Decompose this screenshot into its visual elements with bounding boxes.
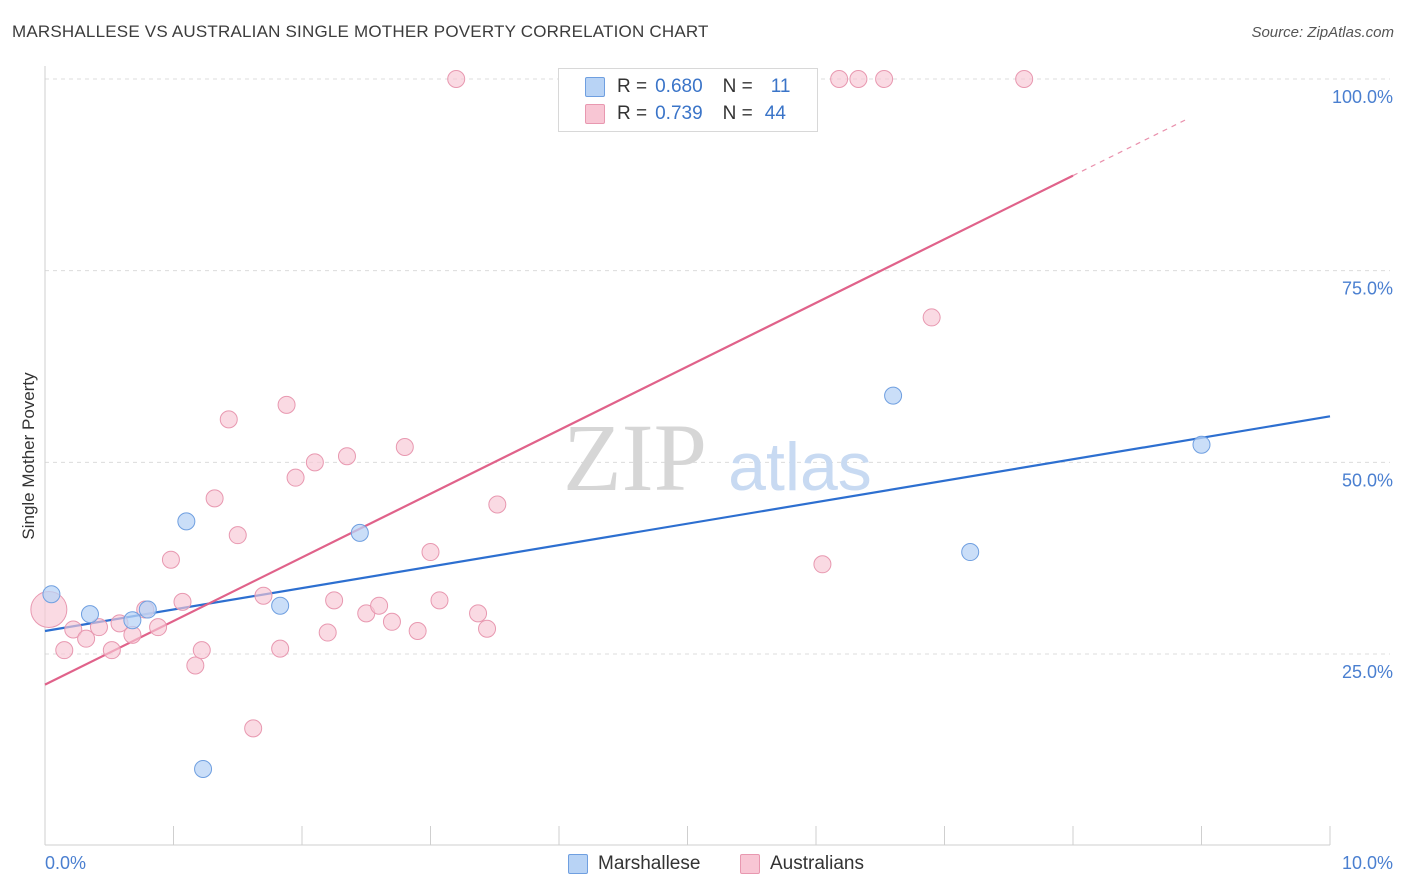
gridlines [45, 78, 1390, 655]
y-tick-label: 25.0% [1342, 662, 1393, 682]
marshallese-point [961, 543, 980, 562]
australians-point [277, 395, 296, 414]
australians-legend-label: Australians [770, 853, 864, 874]
australians-point [488, 495, 507, 514]
r-value: 0.739 [655, 103, 703, 124]
australians-point [325, 591, 344, 610]
n-label: N = [722, 76, 753, 97]
y-tick-label: 100.0% [1332, 87, 1393, 107]
australians-point [337, 447, 356, 466]
australians-point [149, 618, 168, 637]
trend-lines [44, 117, 1331, 686]
y-axis-title: Single Mother Poverty [19, 372, 38, 540]
x-tick-label: 10.0% [1342, 853, 1393, 873]
australians-point [478, 619, 497, 638]
australians-point [830, 70, 849, 88]
australians-point [447, 70, 466, 88]
australians-point [382, 612, 401, 631]
r-label: R = [617, 76, 648, 97]
australians-point [408, 622, 427, 640]
legend-row-marshallese: R = 0.680 N = 11 [585, 74, 791, 100]
australians-point [286, 468, 305, 487]
y-tick-label: 50.0% [1342, 470, 1393, 490]
n-value: 44 [764, 103, 786, 124]
marshallese-point [271, 596, 290, 615]
australians-point [192, 641, 211, 660]
tick-labels: 25.0% 50.0% 75.0% 100.0% 0.0% 10.0% [45, 87, 1393, 873]
australians-point [186, 656, 205, 675]
australians-point [77, 629, 96, 648]
x-tick-label: 0.0% [45, 853, 86, 873]
data-points [30, 70, 1211, 778]
australians-point [173, 592, 192, 611]
australians-point [102, 641, 121, 660]
australians-point [813, 555, 832, 574]
australians-point [244, 719, 263, 738]
marshallese-point [350, 523, 369, 542]
correlation-legend: R = 0.680 N = 11 R = 0.739 N = 44 [558, 68, 818, 132]
australians-point [922, 308, 941, 327]
australians-point [430, 591, 449, 610]
watermark-atlas: atlas [728, 429, 872, 505]
marshallese-point [80, 605, 99, 624]
australians-trend-extension [1072, 117, 1189, 177]
australians-legend-swatch [740, 854, 760, 874]
marshallese-point [42, 585, 61, 604]
australians-point [1015, 70, 1034, 88]
australians-point [849, 70, 868, 88]
australians-point [228, 526, 247, 545]
marshallese-point [138, 600, 157, 619]
series-legend-marshallese: Marshallese [568, 852, 700, 876]
source-label: Source: ZipAtlas.com [1251, 24, 1394, 41]
australians-swatch [585, 104, 605, 124]
axes [44, 66, 1331, 846]
australians-point [64, 620, 83, 639]
australians-point [161, 550, 180, 569]
australians-point [421, 543, 440, 562]
australians-point [219, 410, 238, 429]
marshallese-point [177, 512, 196, 531]
chart-title: MARSHALLESE VS AUSTRALIAN SINGLE MOTHER … [12, 22, 709, 41]
n-value: 11 [770, 76, 791, 97]
australians-point [395, 438, 414, 456]
australians-point [318, 623, 337, 642]
australians-point [271, 639, 290, 658]
y-tick-label: 75.0% [1342, 279, 1393, 299]
watermark-zip: ZIP [563, 404, 707, 511]
australians-point [205, 489, 224, 508]
r-value: 0.680 [655, 76, 703, 97]
r-label: R = [617, 103, 648, 124]
marshallese-point [884, 386, 903, 405]
n-label: N = [722, 103, 753, 124]
marshallese-point [1192, 435, 1211, 454]
australians-point [370, 596, 389, 615]
legend-row-australians: R = 0.739 N = 44 [585, 101, 786, 127]
australians-point [55, 641, 74, 660]
australians-point [469, 604, 488, 623]
marshallese-point [123, 611, 142, 630]
marshallese-legend-swatch [568, 854, 588, 874]
series-legend-australians: Australians [740, 852, 864, 876]
australians-trend-line [44, 174, 1074, 686]
australians-point [89, 618, 108, 637]
australians-point [254, 586, 273, 605]
australians-point [305, 453, 324, 472]
marshallese-legend-label: Marshallese [598, 853, 701, 874]
australians-point [875, 70, 894, 88]
marshallese-point [194, 760, 213, 778]
marshallese-swatch [585, 77, 605, 97]
watermark: ZIP atlas [563, 404, 872, 511]
